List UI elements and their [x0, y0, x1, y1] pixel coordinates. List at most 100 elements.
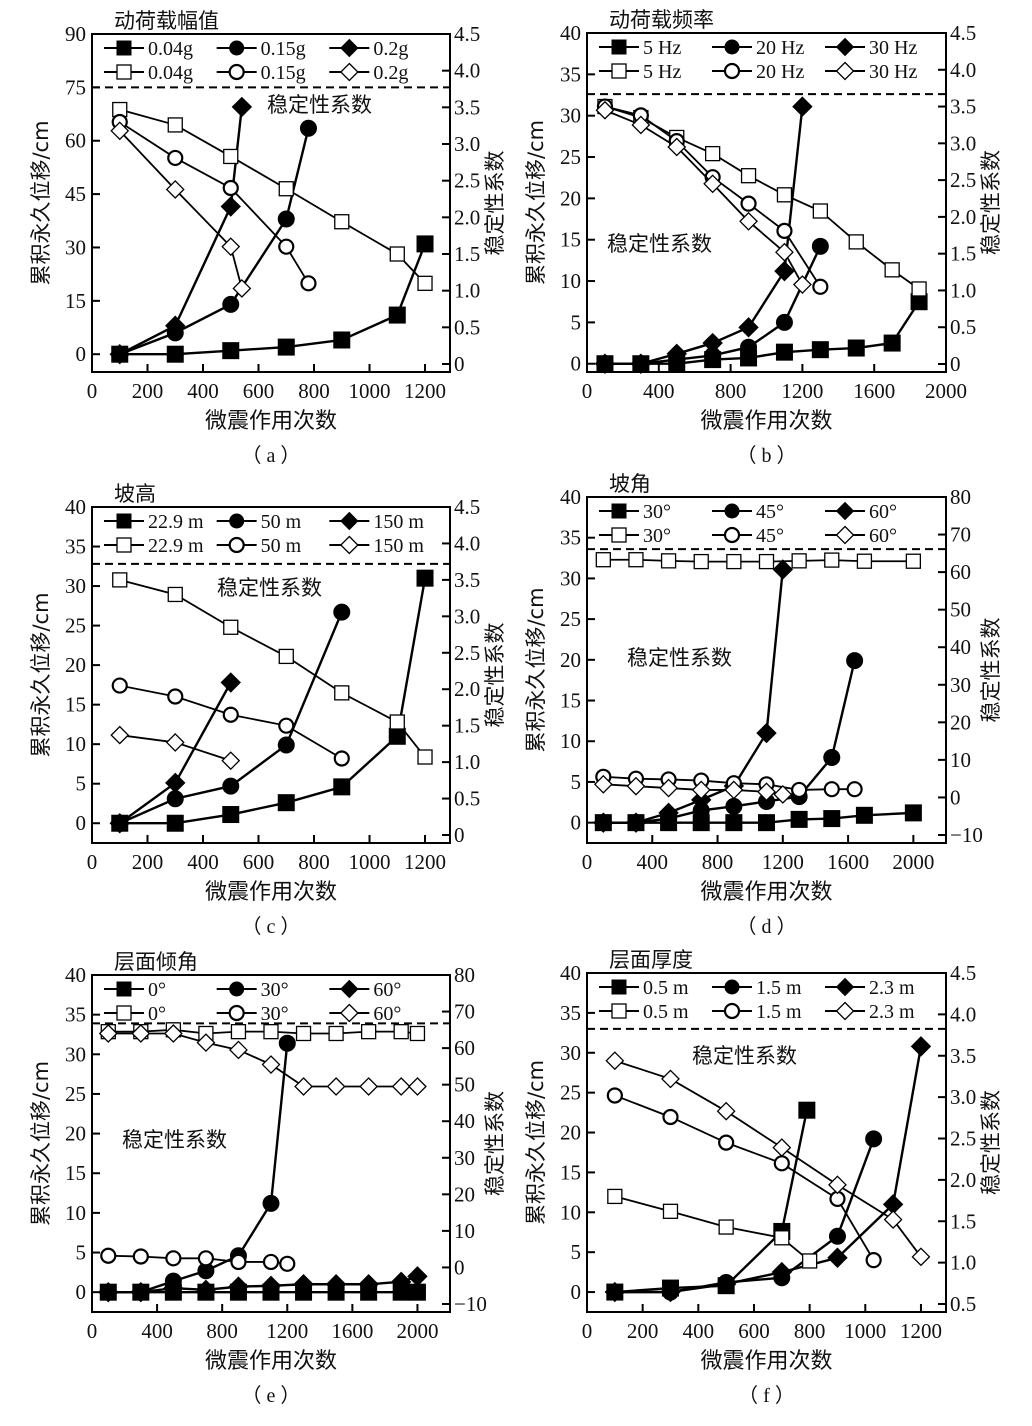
legend-entry: 0.04g — [104, 38, 193, 60]
legend-entry: 0.2g — [329, 38, 408, 60]
y-tick-label-right: 3.0 — [454, 132, 480, 156]
data-point — [661, 1069, 680, 1089]
legend-circle-icon — [228, 63, 245, 81]
x-tick-label: 400 — [683, 1319, 715, 1343]
x-tick-label: 0 — [87, 850, 98, 874]
legend-entry: 20 Hz — [712, 61, 804, 83]
data-point — [277, 794, 295, 812]
y-tick-label-left: 0 — [571, 811, 582, 835]
panel-a: 0 200 400 600 800 1000 1200 0 15 30 45 60 75 90 0 0.5 1.… — [29, 9, 507, 467]
x-tick-label: 0 — [582, 1319, 593, 1343]
panel-b: 0 400 800 1200 1600 2000051015202530354000.51… — [524, 8, 1003, 467]
series-stability-0.2g — [110, 121, 252, 298]
panel-caption: （ f ） — [738, 1384, 795, 1407]
stability-annotation: 稳定性系数 — [217, 576, 322, 600]
data-point — [823, 749, 841, 767]
panel-f: 0 200 400 600 800 1000 1200 0 5 10 15 20 25 30 35 40 0.5… — [524, 948, 1003, 1407]
y-tick-label-right: 2.0 — [454, 205, 480, 229]
y-tick-label-left: 10 — [65, 1201, 86, 1225]
data-point — [725, 814, 743, 832]
y-tick-label-left: 0 — [571, 1280, 582, 1304]
x-tick-label: 1200 — [266, 1319, 308, 1343]
data-point — [791, 553, 807, 569]
y-axis-label-left: 累积永久位移/cm — [524, 120, 548, 285]
data-point — [773, 1155, 790, 1172]
data-point — [855, 806, 873, 824]
y-tick-label-left: 0 — [571, 352, 582, 376]
series-line — [614, 1109, 809, 1294]
panel-e: 0 400 800 1200 1600 2000 0 5 10 15 20 25 30 35 40 −10 0 1… — [29, 950, 507, 1407]
x-tick-label: 800 — [206, 1319, 238, 1343]
data-point — [165, 180, 185, 199]
data-point — [389, 714, 405, 730]
data-point — [691, 780, 711, 800]
legend-entry: 60° — [329, 979, 401, 1001]
legend-diamond-icon — [340, 511, 359, 531]
x-tick-label: 200 — [627, 1319, 659, 1343]
y-tick-label-right: 50 — [950, 598, 971, 622]
y-tick-label-left: 25 — [560, 1081, 581, 1105]
series-line — [108, 1032, 418, 1088]
legend-entry: 0.5 m — [599, 1001, 689, 1023]
legend-diamond-icon — [835, 1001, 855, 1021]
data-point — [294, 1077, 313, 1096]
legend-label: 60° — [869, 525, 897, 547]
data-point — [801, 1253, 818, 1269]
series-stability-22.9m — [112, 572, 433, 765]
y-tick-label-left: 15 — [560, 689, 581, 713]
y-tick-label-right: −10 — [454, 1292, 487, 1316]
legend-square-icon — [611, 979, 627, 995]
series-displacement-22.9m — [111, 569, 434, 832]
x-axis-label: 微震作用次数 — [700, 409, 832, 434]
y-tick-label-left: 25 — [560, 145, 581, 169]
x-tick-label: 400 — [141, 1319, 173, 1343]
legend-label: 60° — [373, 1003, 401, 1025]
data-point — [163, 1024, 183, 1043]
data-point — [828, 1227, 846, 1245]
series-stability-50m — [111, 677, 350, 767]
data-point — [812, 278, 829, 295]
legend-circle-icon — [724, 39, 740, 55]
y-tick-label-right: 70 — [454, 1000, 475, 1024]
series-line — [119, 108, 426, 284]
data-point — [595, 100, 615, 120]
data-point — [131, 1024, 151, 1043]
data-point — [910, 1036, 932, 1057]
data-point — [333, 331, 351, 349]
legend-label: 0.15g — [261, 62, 306, 84]
x-tick-label: 1200 — [900, 1319, 942, 1343]
data-point — [100, 1247, 117, 1264]
legend-entry: 0.5 m — [599, 977, 689, 999]
x-tick-label: 2000 — [396, 1319, 438, 1343]
data-point — [98, 1024, 118, 1043]
y-tick-label-left: 20 — [560, 1121, 581, 1145]
data-point — [883, 334, 901, 352]
y-tick-label-left: 40 — [65, 963, 86, 987]
legend-circle-icon — [228, 536, 245, 554]
data-point — [326, 1077, 346, 1096]
stability-annotation: 稳定性系数 — [267, 93, 372, 117]
data-point — [662, 1108, 679, 1126]
data-point — [277, 338, 295, 356]
data-point — [393, 1024, 409, 1040]
data-point — [163, 1278, 184, 1299]
x-tick-label: 1600 — [853, 379, 895, 403]
data-point — [662, 1203, 679, 1219]
data-point — [846, 652, 864, 670]
y-tick-label-right: 3.5 — [950, 95, 976, 119]
data-point — [593, 774, 613, 794]
legend-label: 0.15g — [261, 38, 306, 60]
y-tick-label-right: 80 — [950, 485, 971, 509]
data-point — [277, 736, 295, 754]
data-point — [725, 797, 743, 815]
series-stability-0.04g — [112, 101, 433, 291]
legend-diamond-icon — [339, 62, 359, 82]
series-displacement-1.5m — [606, 1130, 883, 1301]
y-tick-label-left: 30 — [560, 1041, 581, 1065]
y-tick-label-right: 40 — [454, 1109, 475, 1133]
data-point — [824, 552, 840, 568]
legend-label: 0.2g — [373, 38, 408, 60]
x-tick-label: 800 — [702, 850, 734, 874]
data-point — [334, 685, 350, 701]
panel-title: 坡高 — [114, 482, 156, 506]
